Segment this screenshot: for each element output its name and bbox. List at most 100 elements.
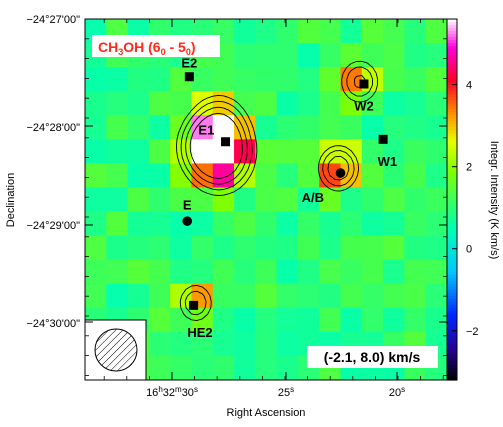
heatmap-cell — [297, 43, 320, 68]
colorbar-segment — [447, 73, 457, 77]
heatmap-cell — [212, 259, 235, 285]
colorbar-segment — [447, 214, 457, 219]
heatmap-cell — [127, 187, 150, 213]
heatmap-cell — [191, 355, 214, 380]
heatmap-cell — [361, 91, 384, 116]
colorbar-segment — [447, 133, 457, 137]
heatmap-cell — [340, 43, 363, 68]
colorbar-segment — [447, 40, 457, 44]
colorbar-segment — [447, 154, 457, 158]
colorbar-segment — [447, 283, 457, 288]
heatmap-cell — [276, 259, 299, 285]
heatmap-cell — [234, 19, 256, 44]
colorbar-segment — [447, 58, 457, 62]
y-tick-labels: −24°27'00" −24°28'00" −24°29'00" −24°30'… — [26, 14, 80, 330]
heatmap-cell — [85, 139, 107, 164]
heatmap-cell — [234, 139, 256, 164]
colorbar-segment — [447, 238, 457, 243]
velocity-range-label: (-2.1, 8.0) km/s — [324, 349, 421, 365]
colorbar-segment — [447, 67, 457, 71]
heatmap-cell — [297, 307, 320, 333]
colorbar-segment — [447, 325, 457, 330]
heatmap-cell — [340, 283, 363, 309]
heatmap-cell — [106, 259, 129, 285]
heatmap-cell — [255, 163, 278, 189]
heatmap-cell — [148, 211, 171, 237]
heatmap-cell — [255, 235, 278, 261]
colorbar-segment — [447, 307, 457, 312]
heatmap-cell — [127, 211, 150, 237]
heatmap-cell — [191, 259, 214, 285]
heatmap-cell — [319, 283, 342, 309]
colorbar-segment — [447, 94, 457, 98]
heatmap-cell — [425, 19, 447, 44]
heatmap-cell — [170, 331, 193, 357]
x-tick-labels: 16h32m30s 25s 20s — [146, 385, 405, 399]
heatmap-cell — [255, 187, 278, 213]
heatmap-cell — [319, 19, 342, 44]
heatmap-cell — [425, 43, 447, 68]
colorbar-segment — [447, 313, 457, 318]
heatmap-cell — [234, 307, 256, 333]
colorbar-segment — [447, 100, 457, 104]
colorbar-segment — [447, 376, 457, 381]
heatmap-cell — [255, 331, 278, 357]
colorbar-segment — [447, 49, 457, 53]
y-tick-label: −24°28'00" — [26, 122, 80, 134]
heatmap-cell — [276, 19, 299, 44]
heatmap-cell — [425, 139, 447, 164]
colorbar-segment — [447, 115, 457, 119]
heatmap-cell — [276, 187, 299, 213]
heatmap-cell — [361, 307, 384, 333]
heatmap-cell — [106, 235, 129, 261]
colorbar-segment — [447, 55, 457, 59]
heatmap-cell — [404, 91, 427, 116]
colorbar-segment — [447, 358, 457, 363]
colorbar-segment — [447, 175, 457, 180]
source-label: E2 — [181, 55, 197, 70]
heatmap-cell — [212, 355, 235, 380]
colorbar-segment — [447, 193, 457, 198]
heatmap-cell — [191, 163, 214, 189]
heatmap-cell — [255, 283, 278, 309]
heatmap-cell — [361, 187, 384, 213]
colorbar-segment — [447, 244, 457, 249]
source-marker-square — [184, 72, 194, 82]
colorbar-segment — [447, 319, 457, 324]
heatmap-cell — [404, 163, 427, 189]
colorbar-segment — [447, 43, 457, 47]
colorbar-segment — [447, 370, 457, 375]
heatmap-cell — [127, 235, 150, 261]
colorbar-segment — [447, 292, 457, 297]
heatmap-cell — [127, 139, 150, 164]
heatmap-cell — [276, 355, 299, 380]
colorbar-segment — [447, 199, 457, 204]
colorbar-segment — [447, 361, 457, 366]
heatmap-cell — [361, 259, 384, 285]
heatmap-cell — [106, 67, 129, 92]
heatmap-cell — [212, 307, 235, 333]
colorbar-segment — [447, 331, 457, 336]
heatmap-cell — [106, 211, 129, 237]
heatmap-cell — [404, 307, 427, 333]
heatmap-cell — [191, 235, 214, 261]
heatmap-cell — [425, 115, 447, 140]
colorbar-segment — [447, 70, 457, 74]
heatmap-cell — [234, 211, 256, 237]
heatmap-cell — [255, 91, 278, 116]
axes — [85, 18, 447, 380]
colorbar-segment — [447, 190, 457, 195]
heatmap-cell — [276, 331, 299, 357]
heatmap-cell — [127, 283, 150, 309]
heatmap-cell — [361, 43, 384, 68]
colorbar-segment — [447, 349, 457, 354]
heatmap-cell — [234, 163, 256, 189]
heatmap-cell — [276, 139, 299, 164]
heatmap-cell — [85, 235, 107, 261]
heatmap-cell — [85, 115, 107, 140]
heatmap-cell — [148, 331, 171, 357]
title-badge: CH3OH (60 - 50) — [92, 35, 220, 57]
heatmap-cell — [297, 139, 320, 164]
colorbar-segment — [447, 76, 457, 80]
colorbar-segment — [447, 109, 457, 113]
